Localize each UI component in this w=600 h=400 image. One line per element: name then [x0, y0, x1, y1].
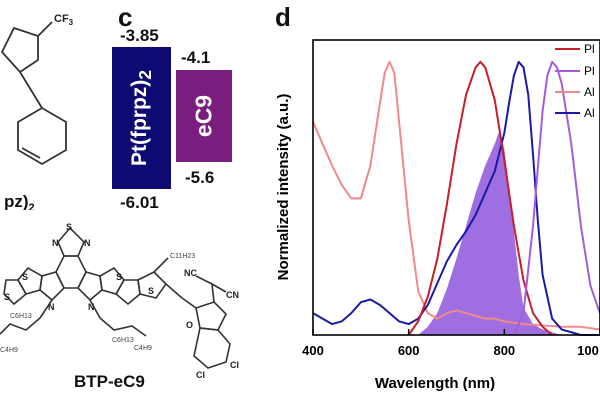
- panel-c-letter: c: [118, 2, 133, 32]
- cf3-bond: [37, 21, 53, 37]
- linker-bond: [19, 71, 43, 109]
- atom-label: O: [186, 320, 193, 330]
- atom-label: Cl: [196, 370, 205, 380]
- panel-d-letter: d: [275, 2, 291, 32]
- alkyl-label: C4H9: [0, 347, 18, 354]
- left-thiophene-ring-2: [3, 279, 28, 306]
- x-tick-label: 800: [493, 343, 515, 358]
- legend-label: Al: [584, 85, 595, 99]
- undecyl-bond: [153, 257, 169, 273]
- right-thiophene-ring-3: [137, 271, 168, 299]
- right-n-chain: [89, 299, 101, 319]
- pyrazole-ring: [0, 26, 39, 74]
- pt-lumo-value: -3.85: [120, 26, 159, 45]
- right-pyrrole-ring: [77, 271, 103, 302]
- alkyl-label: C4H9: [134, 345, 152, 352]
- spectrum-line-0: [312, 60, 600, 331]
- nc-bond: [195, 275, 213, 285]
- ec9-lumo-value: -4.1: [181, 48, 211, 67]
- alkyl-label: C11H23: [170, 253, 195, 260]
- vinyl-bond: [165, 283, 183, 299]
- x-axis-label: Wavelength (nm): [375, 375, 495, 392]
- atom-label: CN: [226, 290, 239, 300]
- atom-label: Cl: [230, 360, 239, 370]
- cf3-label: CF3: [54, 13, 74, 27]
- spectrum-line-1: [312, 60, 600, 336]
- atom-label: N: [84, 238, 91, 248]
- legend-label: Pl: [584, 42, 595, 56]
- indanone-benzene-ring: [193, 327, 231, 369]
- thiadiazole-ring: [57, 226, 85, 257]
- x-tick-label: 600: [398, 343, 420, 358]
- alkyl-label: C6H13: [112, 337, 134, 344]
- x-tick-label: 100: [577, 343, 599, 358]
- atom-label: NC: [184, 268, 197, 278]
- legend-label: Pl: [584, 64, 595, 78]
- pyrazine-ring: [17, 106, 67, 166]
- legend-label: Al: [584, 106, 595, 120]
- ec9-homo-value: -5.6: [185, 168, 215, 187]
- left-n-chain: [39, 299, 53, 319]
- dicyano-bond: [211, 283, 215, 303]
- vinyl-double-bond: [181, 297, 197, 309]
- filled-absorption-area: [418, 130, 562, 335]
- plot-frame: [312, 39, 600, 336]
- x-tick-label: 400: [302, 343, 324, 358]
- atom-label: S: [4, 292, 10, 302]
- ec9-bar-label: eC9: [190, 94, 217, 138]
- double-bond: [21, 147, 41, 159]
- spectra-chart: 400 600 800 100 Wavelength (nm) Normalized …: [275, 39, 600, 392]
- atom-label: S: [116, 272, 122, 282]
- left-alkyl-chain: [0, 317, 41, 335]
- central-benzene-ring: [55, 255, 87, 289]
- alkyl-label: C6H13: [10, 313, 32, 320]
- atom-label: N: [88, 302, 95, 312]
- left-pyrrole-ring: [39, 271, 65, 302]
- y-axis-label: Normalized intensity (a.u.): [275, 94, 292, 281]
- partial-molecule-name: pz)2: [4, 192, 35, 210]
- cn-bond: [211, 283, 227, 293]
- btp-ec9-name: BTP-eC9: [74, 372, 145, 391]
- atom-label: N: [52, 238, 59, 248]
- spectrum-line-3: [512, 60, 600, 336]
- pt-homo-value: -6.01: [120, 193, 159, 212]
- atom-label: S: [148, 286, 154, 296]
- pt-energy-bar: Pt(fprpz)2: [112, 47, 171, 189]
- pyrazine-structure-diagram: CF3 pz)2: [0, 13, 74, 210]
- btp-ec9-structure-diagram: S N N S S S S N N O NC CN Cl Cl C11H23 C…: [0, 222, 239, 380]
- atom-label: S: [66, 222, 72, 232]
- ec9-energy-bar: eC9: [176, 70, 232, 162]
- atom-label: N: [48, 302, 55, 312]
- atom-label: S: [22, 272, 28, 282]
- pt-bar-label: Pt(fprpz)2: [127, 69, 155, 167]
- right-thiophene-ring-2: [114, 279, 141, 306]
- right-alkyl-chain: [99, 317, 147, 337]
- indanone-five-ring: [195, 301, 227, 331]
